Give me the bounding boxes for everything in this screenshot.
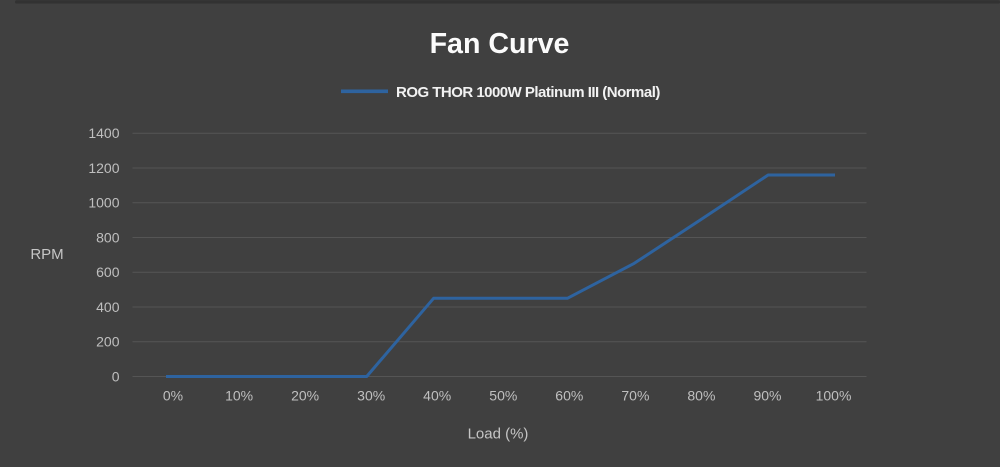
- svg-text:0: 0: [112, 368, 120, 384]
- svg-text:RPM: RPM: [30, 246, 63, 263]
- svg-text:600: 600: [96, 264, 120, 280]
- svg-text:40%: 40%: [423, 387, 451, 403]
- svg-text:100%: 100%: [816, 387, 852, 403]
- svg-text:1000: 1000: [88, 195, 119, 211]
- svg-text:90%: 90%: [753, 387, 781, 403]
- svg-text:10%: 10%: [225, 387, 253, 403]
- svg-text:200: 200: [96, 334, 120, 350]
- svg-text:ROG THOR 1000W Platinum III (N: ROG THOR 1000W Platinum III (Normal): [396, 84, 660, 101]
- svg-text:70%: 70%: [621, 387, 649, 403]
- svg-text:30%: 30%: [357, 387, 385, 403]
- svg-text:50%: 50%: [489, 387, 517, 403]
- svg-text:1200: 1200: [88, 160, 119, 176]
- svg-text:Load (%): Load (%): [468, 425, 529, 442]
- svg-text:Fan Curve: Fan Curve: [430, 28, 570, 60]
- svg-text:20%: 20%: [291, 387, 319, 403]
- svg-text:1400: 1400: [88, 125, 119, 141]
- svg-text:80%: 80%: [687, 387, 715, 403]
- svg-text:60%: 60%: [555, 387, 583, 403]
- svg-text:400: 400: [96, 299, 120, 315]
- svg-text:0%: 0%: [163, 387, 183, 403]
- svg-text:800: 800: [96, 229, 120, 245]
